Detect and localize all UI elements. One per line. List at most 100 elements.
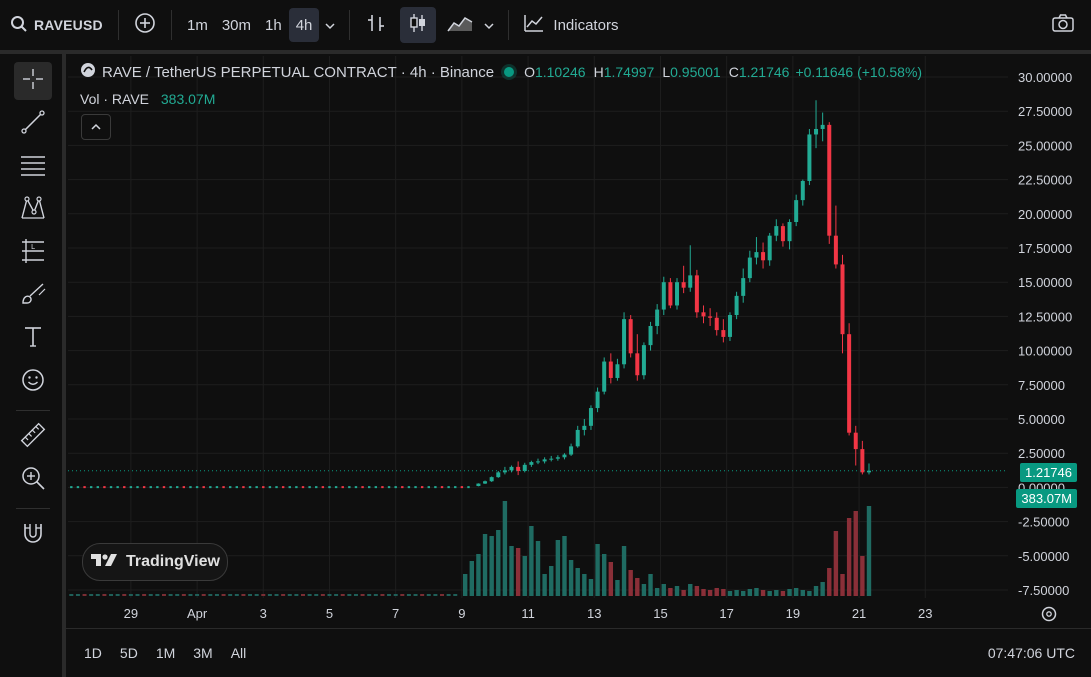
candle-body — [794, 200, 799, 223]
symbol-search[interactable]: RAVEUSD — [10, 7, 110, 43]
measure-tool[interactable] — [14, 418, 52, 456]
compare-symbol-button[interactable] — [127, 7, 163, 43]
magnet-icon — [21, 520, 45, 551]
volume-bar-flat — [367, 594, 372, 596]
time-tick-label: 3 — [260, 606, 267, 621]
time-tick-label: 19 — [786, 606, 800, 621]
candles-style-button[interactable] — [400, 7, 437, 43]
range-5d[interactable]: 5D — [119, 645, 138, 661]
candle-body — [688, 275, 693, 288]
smiley-icon — [20, 367, 46, 398]
tradingview-logo[interactable]: TradingView — [82, 543, 228, 581]
trend-line-tool[interactable] — [14, 105, 52, 143]
volume-bar — [846, 518, 852, 596]
volume-bar — [840, 574, 845, 596]
candle-body — [622, 319, 627, 365]
time-tick-label: 13 — [587, 606, 601, 621]
zoom-in-icon — [20, 465, 46, 496]
price-tick-label: 27.50000 — [1018, 104, 1072, 119]
candle-body — [866, 470, 871, 473]
candle-body — [741, 278, 746, 296]
volume-bar-flat — [294, 594, 299, 596]
volume-bar — [860, 556, 865, 596]
volume-bar-flat — [453, 594, 458, 596]
range-1d[interactable]: 1D — [84, 645, 102, 661]
volume-bar-flat — [234, 594, 239, 596]
screenshot-button[interactable] — [1045, 7, 1081, 43]
timeframe-1h[interactable]: 1h — [265, 16, 282, 34]
chevron-up-icon — [90, 118, 102, 136]
emoji-tool[interactable] — [14, 363, 52, 401]
pattern-tool[interactable] — [14, 191, 52, 229]
volume-bar-flat — [261, 594, 266, 596]
svg-text:L: L — [31, 243, 35, 251]
area-style-button[interactable] — [442, 7, 478, 43]
candle-body — [681, 282, 686, 288]
volume-bar-flat — [82, 594, 87, 596]
candle-body — [641, 345, 646, 376]
price-tick-label: 5.00000 — [1018, 412, 1065, 427]
zoom-tool[interactable] — [14, 461, 52, 499]
volume-bar — [767, 591, 772, 596]
volume-bar-flat — [406, 594, 411, 596]
candle-body — [575, 429, 580, 447]
volume-label: Vol · RAVE — [80, 91, 149, 107]
price-tick-label: 30.00000 — [1018, 70, 1072, 85]
indicators-button[interactable]: Indicators — [517, 8, 624, 42]
candles — [70, 100, 871, 489]
utc-clock[interactable]: 07:47:06 UTC — [987, 645, 1075, 661]
volume-bar — [793, 588, 799, 596]
range-1m[interactable]: 1M — [155, 645, 176, 661]
time-tick-label: 29 — [124, 606, 138, 621]
brush-icon — [19, 281, 47, 312]
volume-bar — [601, 554, 607, 596]
candle-body — [847, 334, 852, 433]
timeframe-1m[interactable]: 1m — [187, 16, 208, 34]
volume-bar-flat — [314, 594, 319, 596]
volume-bar-flat — [287, 594, 292, 596]
candle-body — [648, 325, 653, 346]
volume-bar-flat — [102, 594, 107, 596]
volume-bar — [787, 589, 792, 596]
axis-settings-icon[interactable] — [1041, 606, 1057, 622]
volume-bar — [668, 588, 673, 596]
timeframe-30m[interactable]: 30m — [221, 16, 252, 34]
bottom-toolbar: 1D 5D 1M 3M All 07:47:06 UTC — [66, 628, 1091, 677]
volume-bar — [562, 536, 567, 596]
volume-bar-flat — [168, 594, 173, 596]
brush-tool[interactable] — [14, 277, 52, 315]
volume-bar — [721, 589, 726, 596]
forecast-tool[interactable]: L — [14, 234, 52, 272]
drawing-toolbar: L — [0, 54, 66, 677]
volume-bar-flat — [155, 594, 160, 596]
volume-bar-flat — [241, 594, 246, 596]
text-tool[interactable] — [14, 320, 52, 358]
candle-body — [635, 353, 640, 376]
volume-bar — [588, 579, 594, 596]
candle-body — [536, 461, 540, 463]
timeframe-4h[interactable]: 4h — [288, 8, 320, 42]
chart-style-dropdown[interactable] — [478, 8, 500, 42]
crosshair-tool[interactable] — [14, 62, 52, 100]
magnet-tool[interactable] — [14, 516, 52, 554]
range-3m[interactable]: 3M — [193, 645, 213, 661]
volume-bar-flat — [69, 594, 74, 596]
volume-value: 383.07M — [160, 91, 216, 107]
timeframe-dropdown[interactable] — [319, 8, 341, 42]
candle-body — [555, 457, 560, 459]
range-all[interactable]: All — [230, 645, 247, 661]
volume-bar-flat — [340, 594, 345, 596]
volume-bar — [462, 574, 468, 596]
collapse-legend-button[interactable] — [81, 114, 111, 140]
volume-bar-flat — [360, 594, 365, 596]
bars-style-button[interactable] — [358, 7, 394, 43]
fib-tool[interactable] — [14, 148, 52, 186]
indicators-icon — [523, 13, 545, 37]
volume-bar — [515, 548, 521, 596]
time-tick-label: 21 — [852, 606, 866, 621]
volume-bars — [69, 501, 872, 596]
chevron-down-icon — [324, 17, 336, 34]
candle-body — [655, 309, 660, 326]
candle-body — [516, 466, 521, 471]
